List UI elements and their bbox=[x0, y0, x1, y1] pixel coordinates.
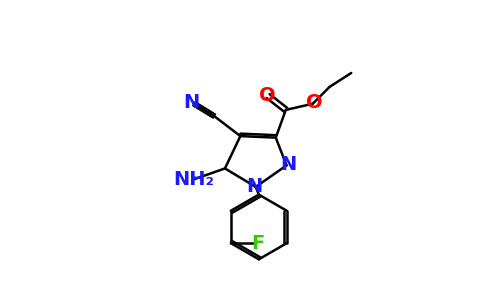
Text: N: N bbox=[280, 155, 296, 174]
Text: N: N bbox=[246, 177, 262, 196]
Text: NH₂: NH₂ bbox=[174, 170, 214, 189]
Text: F: F bbox=[251, 234, 264, 253]
Text: O: O bbox=[306, 94, 322, 112]
Text: N: N bbox=[184, 94, 200, 112]
Text: O: O bbox=[259, 86, 275, 105]
